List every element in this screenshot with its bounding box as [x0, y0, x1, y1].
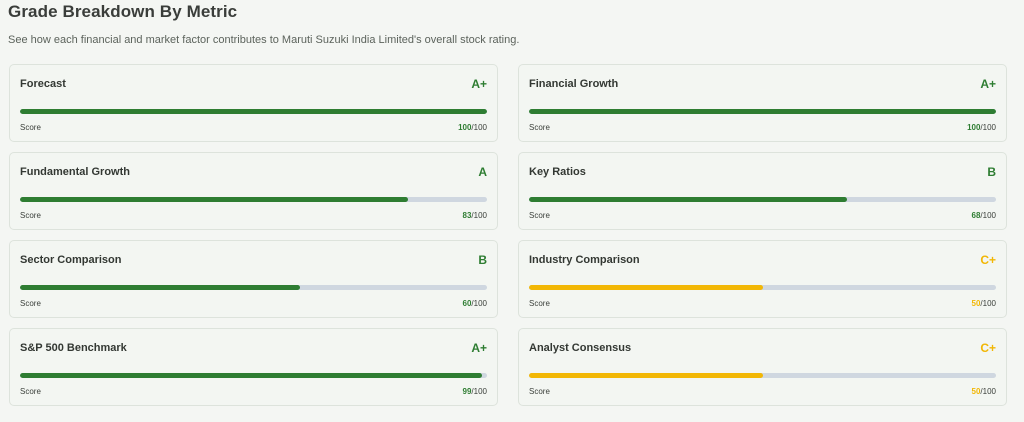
score-label: Score [529, 211, 550, 220]
score-bar-track [529, 197, 996, 202]
metric-name: Analyst Consensus [529, 342, 632, 354]
score-number: 100 [967, 123, 981, 132]
score-number: 99 [462, 387, 472, 396]
score-number: 50 [971, 299, 981, 308]
score-value: 100/100 [458, 123, 487, 132]
metric-grade: A [478, 165, 487, 179]
score-value: 83/100 [463, 211, 487, 220]
score-value: 60/100 [463, 299, 487, 308]
score-max: /100 [980, 299, 996, 308]
score-value: 50/100 [972, 387, 996, 396]
metric-grade: A+ [471, 77, 487, 91]
score-value: 99/100 [463, 387, 487, 396]
score-value: 100/100 [967, 123, 996, 132]
score-bar-track [20, 285, 487, 290]
metric-grade: A+ [471, 341, 487, 355]
metric-card-key-ratios: Key Ratios B Score 68/100 [518, 152, 1007, 230]
score-number: 100 [458, 123, 472, 132]
metric-name: Sector Comparison [20, 254, 122, 266]
score-bar-fill [20, 285, 301, 290]
metric-name: Forecast [20, 78, 66, 90]
metric-name: Key Ratios [529, 166, 586, 178]
score-bar-fill [529, 197, 847, 202]
metric-name: S&P 500 Benchmark [20, 342, 127, 354]
score-bar-track [20, 197, 487, 202]
score-max: /100 [980, 211, 996, 220]
score-bar-fill [20, 197, 408, 202]
score-label: Score [529, 123, 550, 132]
score-bar-track [20, 109, 487, 114]
metric-card-sp500-benchmark: S&P 500 Benchmark A+ Score 99/100 [9, 328, 498, 406]
metric-grid: Forecast A+ Score 100/100 Financial Grow… [9, 64, 1015, 406]
score-max: /100 [471, 387, 487, 396]
metric-grade: C+ [980, 253, 996, 267]
metric-card-sector-comparison: Sector Comparison B Score 60/100 [9, 240, 498, 318]
score-max: /100 [980, 387, 996, 396]
score-value: 50/100 [972, 299, 996, 308]
score-max: /100 [471, 211, 487, 220]
score-bar-fill [20, 109, 487, 114]
metric-card-industry-comparison: Industry Comparison C+ Score 50/100 [518, 240, 1007, 318]
metric-card-fundamental-growth: Fundamental Growth A Score 83/100 [9, 152, 498, 230]
metric-grade: B [478, 253, 487, 267]
score-max: /100 [980, 123, 996, 132]
score-label: Score [20, 211, 41, 220]
score-number: 83 [462, 211, 472, 220]
score-label: Score [529, 299, 550, 308]
score-bar-track [529, 373, 996, 378]
metric-card-forecast: Forecast A+ Score 100/100 [9, 64, 498, 142]
score-value: 68/100 [972, 211, 996, 220]
metric-name: Industry Comparison [529, 254, 640, 266]
score-max: /100 [471, 123, 487, 132]
score-bar-fill [529, 285, 763, 290]
metric-name: Fundamental Growth [20, 166, 130, 178]
score-number: 60 [462, 299, 472, 308]
score-label: Score [529, 387, 550, 396]
score-label: Score [20, 299, 41, 308]
score-max: /100 [471, 299, 487, 308]
score-label: Score [20, 387, 41, 396]
score-label: Score [20, 123, 41, 132]
page-subtitle: See how each financial and market factor… [8, 34, 520, 46]
metric-grade: B [987, 165, 996, 179]
metric-name: Financial Growth [529, 78, 619, 90]
score-bar-fill [20, 373, 483, 378]
score-number: 68 [971, 211, 981, 220]
metric-card-analyst-consensus: Analyst Consensus C+ Score 50/100 [518, 328, 1007, 406]
score-bar-fill [529, 373, 763, 378]
score-bar-track [20, 373, 487, 378]
score-number: 50 [971, 387, 981, 396]
score-bar-track [529, 285, 996, 290]
page-title: Grade Breakdown By Metric [8, 2, 238, 21]
metric-card-financial-growth: Financial Growth A+ Score 100/100 [518, 64, 1007, 142]
metric-grade: A+ [980, 77, 996, 91]
score-bar-fill [529, 109, 996, 114]
score-bar-track [529, 109, 996, 114]
metric-grade: C+ [980, 341, 996, 355]
